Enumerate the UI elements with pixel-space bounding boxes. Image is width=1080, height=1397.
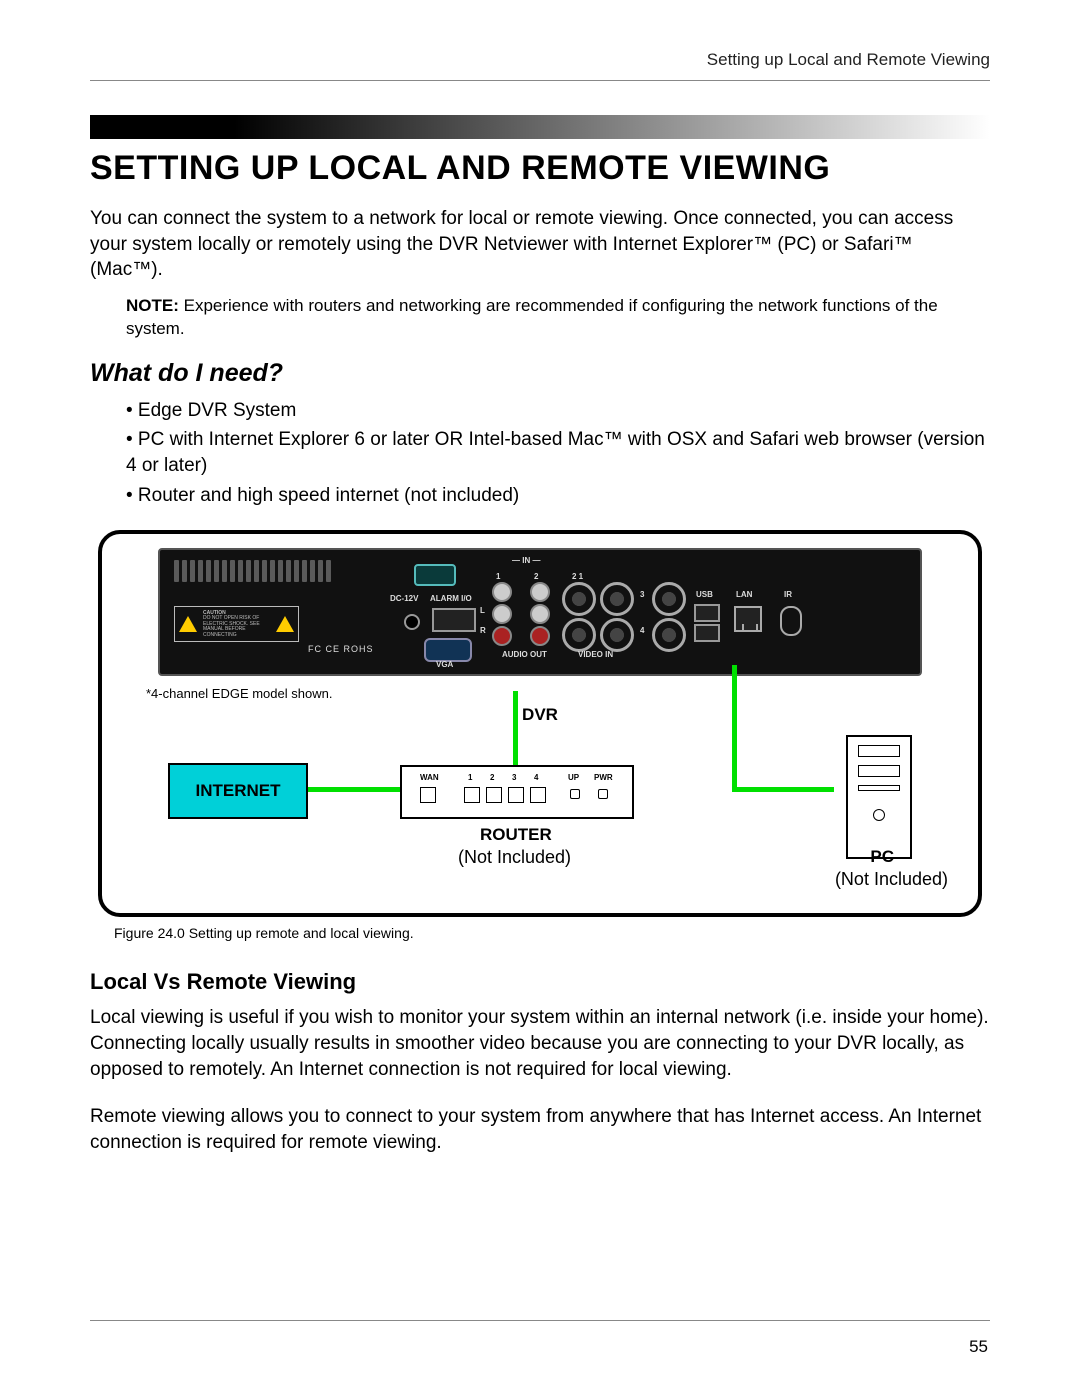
router-not-included: (Not Included) <box>458 847 571 868</box>
router-label: ROUTER <box>480 825 552 845</box>
pc-not-included: (Not Included) <box>835 869 948 890</box>
list-item: • PC with Internet Explorer 6 or later O… <box>126 427 990 478</box>
running-header: Setting up Local and Remote Viewing <box>90 50 990 70</box>
dc-label: DC-12V <box>390 594 418 603</box>
ir-label: IR <box>784 590 792 599</box>
wire-dvr-to-router <box>513 691 518 766</box>
router-wan-label: WAN <box>420 773 439 782</box>
vga-port <box>424 638 472 662</box>
alarm-label: ALARM I/O <box>430 594 472 603</box>
router-port-4 <box>530 787 546 803</box>
router-port1-label: 1 <box>468 773 472 782</box>
page-number: 55 <box>969 1337 988 1357</box>
router-port-2 <box>486 787 502 803</box>
intro-paragraph: You can connect the system to a network … <box>90 206 990 283</box>
local-vs-remote-heading: Local Vs Remote Viewing <box>90 969 990 995</box>
router-pwr-label: PWR <box>594 773 613 782</box>
ir-port <box>780 606 802 636</box>
serial-port <box>414 564 456 586</box>
requirements-list: • Edge DVR System • PC with Internet Exp… <box>126 398 990 509</box>
in-label: — IN — <box>512 556 540 565</box>
audio-out-l2 <box>530 604 550 624</box>
audio-in-2 <box>530 582 550 602</box>
video-in-label: VIDEO IN <box>578 650 613 659</box>
pc-drive-bay <box>858 745 900 757</box>
bnc-4-label: 4 <box>640 626 644 635</box>
bnc-5 <box>652 582 686 616</box>
pc-power-button-icon <box>873 809 885 821</box>
router-pwr-led <box>598 789 608 799</box>
dc-jack <box>404 614 420 630</box>
audio-l-label: L <box>480 606 485 615</box>
warning-triangle-icon <box>276 616 294 632</box>
audio-out-r <box>492 626 512 646</box>
router-port-1 <box>464 787 480 803</box>
lan-label: LAN <box>736 590 752 599</box>
connection-diagram: DVR INTERNET WAN 1 2 3 4 <box>120 705 960 895</box>
internet-label: INTERNET <box>196 781 281 801</box>
top-rule <box>90 80 990 81</box>
bnc-3-label: 3 <box>640 590 644 599</box>
dvr-device-rear: CAUTION DO NOT OPEN RISK OF ELECTRIC SHO… <box>158 548 922 676</box>
bnc-3 <box>562 618 596 652</box>
router-up-label: UP <box>568 773 579 782</box>
port-area: DC-12V ALARM I/O VGA — IN — 1 2 L R AUDI… <box>384 550 920 674</box>
usb-label: USB <box>696 590 713 599</box>
wire-lan-to-pc-h <box>732 787 834 792</box>
pc-box <box>846 735 912 859</box>
wire-lan-to-pc-v <box>732 665 737 789</box>
audio-out-r2 <box>530 626 550 646</box>
audio-in-1 <box>492 582 512 602</box>
alarm-io-port <box>432 608 476 632</box>
dvr-label: DVR <box>522 705 558 725</box>
lan-port <box>734 606 762 632</box>
ch2-label: 2 <box>534 572 538 581</box>
bottom-rule <box>90 1320 990 1321</box>
bnc-1 <box>562 582 596 616</box>
usb-port-2 <box>694 624 720 642</box>
bnc-21-label: 2 1 <box>572 572 583 581</box>
compliance-marks: FC CE ROHS <box>308 644 374 654</box>
router-port4-label: 4 <box>534 773 538 782</box>
audio-out-label: AUDIO OUT <box>502 650 547 659</box>
title-gradient-bar <box>90 115 990 139</box>
list-item: • Router and high speed internet (not in… <box>126 483 990 509</box>
page: Setting up Local and Remote Viewing SETT… <box>0 0 1080 1397</box>
router-up-led <box>570 789 580 799</box>
router-wan-port <box>420 787 436 803</box>
caution-text: CAUTION DO NOT OPEN RISK OF ELECTRIC SHO… <box>203 611 270 639</box>
audio-out-l <box>492 604 512 624</box>
pc-slim-bay <box>858 785 900 791</box>
bnc-6 <box>652 618 686 652</box>
warning-triangle-icon <box>179 616 197 632</box>
list-item: • Edge DVR System <box>126 398 990 424</box>
body-paragraph-1: Local viewing is useful if you wish to m… <box>90 1005 990 1082</box>
router-box: WAN 1 2 3 4 UP PWR <box>400 765 634 819</box>
caution-label: CAUTION DO NOT OPEN RISK OF ELECTRIC SHO… <box>174 606 299 642</box>
figure-caption: Figure 24.0 Setting up remote and local … <box>114 925 990 941</box>
what-do-i-need-heading: What do I need? <box>90 359 990 388</box>
note-paragraph: NOTE: Experience with routers and networ… <box>126 295 990 341</box>
main-title: SETTING UP LOCAL AND REMOTE VIEWING <box>90 149 990 188</box>
router-port2-label: 2 <box>490 773 494 782</box>
figure-frame: CAUTION DO NOT OPEN RISK OF ELECTRIC SHO… <box>98 530 982 917</box>
bnc-4 <box>600 618 634 652</box>
model-note: *4-channel EDGE model shown. <box>146 686 960 701</box>
audio-r-label: R <box>480 626 486 635</box>
ch1-label: 1 <box>496 572 500 581</box>
router-port3-label: 3 <box>512 773 516 782</box>
note-text: Experience with routers and networking a… <box>126 296 938 338</box>
router-port-3 <box>508 787 524 803</box>
pc-drive-bay <box>858 765 900 777</box>
bnc-2 <box>600 582 634 616</box>
internet-box: INTERNET <box>168 763 308 819</box>
usb-port <box>694 604 720 622</box>
wire-router-to-internet <box>304 787 414 792</box>
pc-label: PC <box>870 847 894 867</box>
vga-label: VGA <box>436 660 453 669</box>
body-paragraph-2: Remote viewing allows you to connect to … <box>90 1104 990 1155</box>
note-label: NOTE: <box>126 296 179 315</box>
